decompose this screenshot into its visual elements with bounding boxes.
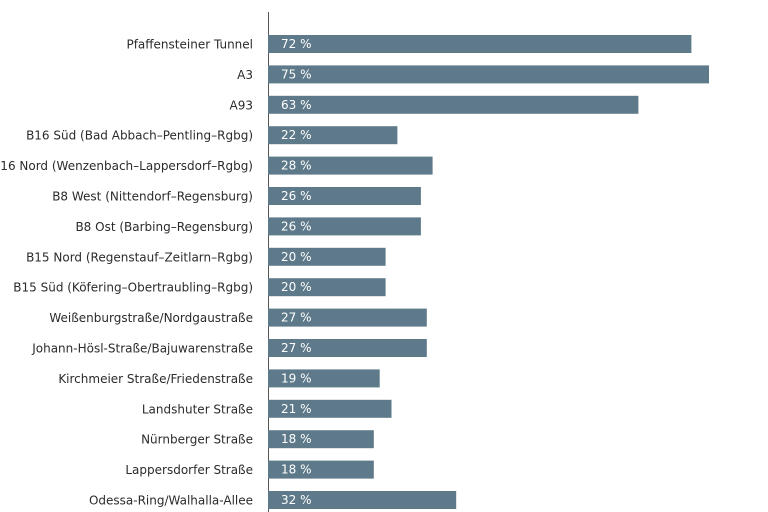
- category-label-15: Odessa-Ring/Walhalla-Allee: [89, 494, 253, 508]
- category-label-0: Pfaffensteiner Tunnel: [126, 38, 253, 52]
- category-labels-group: Pfaffensteiner Tunnel A3 A93 B16 Süd (Bad A…: [0, 38, 253, 508]
- bar-2: [268, 95, 639, 114]
- value-label-7: 20 %: [281, 250, 312, 264]
- bar-0: [268, 35, 692, 53]
- bar-9: [268, 308, 427, 327]
- category-label-11: Kirchmeier Straße/Friedenstraße: [58, 372, 253, 386]
- category-label-13: Nürnberger Straße: [141, 433, 253, 447]
- category-label-5: B8 West (Nittendorf–Regensburg): [52, 190, 253, 204]
- bar-4: [268, 156, 433, 175]
- value-label-12: 21 %: [281, 402, 312, 416]
- value-label-0: 72 %: [281, 37, 312, 51]
- category-label-1: A3: [237, 68, 253, 82]
- value-label-2: 63 %: [281, 98, 312, 112]
- bar-3: [268, 126, 398, 145]
- category-label-9: Weißenburgstraße/Nordgaustraße: [49, 311, 253, 325]
- bar-12: [268, 399, 392, 418]
- bar-8: [268, 278, 386, 297]
- value-label-8: 20 %: [281, 280, 312, 294]
- value-label-11: 19 %: [281, 371, 312, 385]
- value-label-10: 27 %: [281, 341, 312, 355]
- value-label-6: 26 %: [281, 219, 312, 233]
- bar-14: [268, 460, 374, 479]
- bar-6: [268, 217, 421, 236]
- category-label-12: Landshuter Straße: [142, 402, 253, 416]
- category-label-4: B16 Nord (Wenzenbach–Lappersdorf–Rgbg): [0, 159, 253, 173]
- bar-10: [268, 339, 427, 357]
- category-label-6: B8 Ost (Barbing–Regensburg): [75, 220, 253, 234]
- value-label-13: 18 %: [281, 432, 312, 446]
- category-label-10: Johann-Hösl-Straße/Bajuwarenstraße: [31, 342, 253, 356]
- bars-group: [268, 35, 709, 509]
- bar-1: [268, 65, 709, 84]
- category-label-8: B15 Süd (Köfering–Obertraubling–Rgbg): [13, 281, 253, 295]
- bar-15: [268, 491, 457, 509]
- bar-11: [268, 369, 380, 388]
- category-label-3: B16 Süd (Bad Abbach–Pentling–Rgbg): [26, 129, 253, 143]
- value-labels-group: 72 % 75 % 63 % 22 % 28 % 26 % 26 % 20 % 20 % 27 %…: [281, 37, 312, 507]
- category-label-14: Lappersdorfer Straße: [125, 463, 253, 477]
- value-label-9: 27 %: [281, 311, 312, 325]
- value-label-14: 18 %: [281, 463, 312, 477]
- bar-13: [268, 430, 374, 449]
- value-label-1: 75 %: [281, 67, 312, 81]
- value-label-5: 26 %: [281, 189, 312, 203]
- value-label-15: 32 %: [281, 493, 312, 507]
- value-label-3: 22 %: [281, 128, 312, 142]
- category-label-7: B15 Nord (Regenstauf–Zeitlarn–Rgbg): [26, 250, 253, 264]
- bar-7: [268, 247, 386, 266]
- category-label-2: A93: [230, 98, 253, 112]
- value-label-4: 28 %: [281, 159, 312, 173]
- bar-5: [268, 187, 421, 205]
